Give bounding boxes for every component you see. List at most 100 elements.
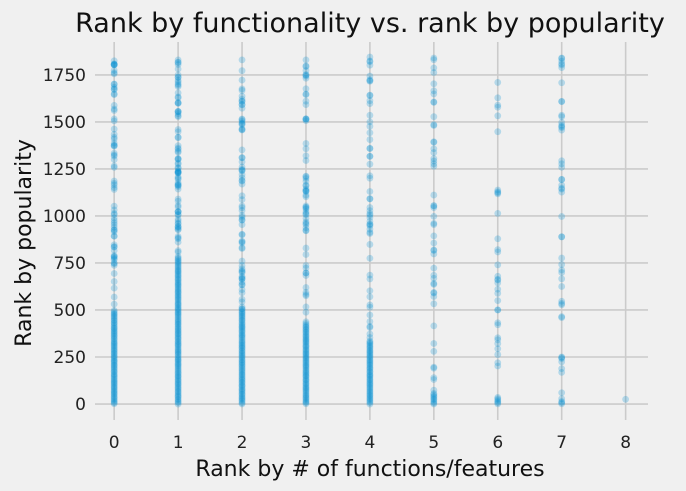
data-point [558, 111, 566, 119]
data-point [302, 175, 310, 182]
data-point [558, 353, 566, 361]
data-point [238, 244, 246, 252]
data-point [238, 180, 246, 188]
data-point [174, 356, 182, 364]
data-point [110, 163, 118, 171]
data-point [494, 235, 502, 243]
data-point [174, 303, 182, 311]
data-point [494, 189, 502, 197]
data-point [110, 370, 118, 378]
data-point [558, 123, 566, 130]
data-point [494, 248, 502, 256]
data-point [302, 361, 310, 369]
data-point [110, 186, 118, 193]
data-point [174, 108, 182, 116]
data-point [174, 337, 182, 345]
data-point [174, 276, 182, 284]
data-point [302, 376, 310, 384]
data-point [366, 397, 374, 405]
data-point [302, 374, 310, 381]
data-point [366, 72, 374, 80]
data-point [366, 400, 374, 408]
data-point [238, 308, 246, 316]
data-point [366, 334, 374, 341]
data-point [430, 400, 438, 408]
data-point [174, 263, 182, 271]
data-point [174, 183, 182, 191]
data-point [558, 300, 566, 307]
data-point [174, 168, 182, 176]
data-point [366, 77, 374, 85]
data-point [302, 353, 310, 360]
data-point [366, 391, 374, 399]
data-point [366, 254, 374, 262]
data-point [366, 92, 374, 99]
data-point [174, 74, 182, 81]
data-point [558, 160, 566, 168]
data-point [558, 400, 566, 408]
data-point [494, 101, 502, 109]
data-point [366, 188, 374, 195]
data-point [366, 366, 374, 373]
data-point [174, 110, 182, 117]
data-point [174, 81, 182, 89]
y-tick-label: 1000 [43, 207, 86, 227]
data-point [110, 57, 118, 65]
data-point [110, 396, 118, 404]
x-axis-label: Rank by # of functions/features [195, 457, 544, 482]
data-point [494, 297, 502, 304]
data-point [238, 334, 246, 342]
data-point [174, 335, 182, 343]
y-axis: 0 250 500 750 1000 1250 1500 1750 [43, 66, 86, 415]
data-point [238, 278, 246, 286]
data-point [238, 76, 246, 84]
data-point [238, 325, 246, 333]
data-point [494, 336, 502, 344]
data-point [238, 213, 246, 221]
data-point [238, 275, 246, 283]
data-point [430, 113, 438, 121]
data-point [238, 202, 246, 210]
data-point [174, 338, 182, 346]
data-point [238, 317, 246, 325]
data-point [110, 149, 118, 157]
data-point [174, 238, 182, 246]
data-point [174, 350, 182, 358]
data-point [558, 61, 566, 69]
data-point [302, 262, 310, 269]
data-point [174, 260, 182, 268]
data-point [366, 342, 374, 350]
data-point [366, 375, 374, 383]
data-point [302, 215, 310, 222]
data-point [110, 253, 118, 261]
data-point [110, 349, 118, 357]
data-point [110, 142, 118, 149]
data-point [366, 303, 374, 311]
data-point [110, 357, 118, 365]
data-point [238, 101, 246, 109]
data-point [366, 58, 374, 65]
data-point [302, 336, 310, 343]
data-point [238, 314, 246, 322]
data-point [238, 305, 246, 313]
data-point [174, 366, 182, 374]
data-point [366, 145, 374, 152]
data-point [238, 269, 246, 277]
data-point [494, 79, 502, 86]
data-point [110, 177, 118, 185]
data-point [110, 337, 118, 345]
data-point [302, 145, 310, 153]
data-point [302, 362, 310, 370]
chart-title: Rank by functionality vs. rank by popula… [75, 8, 665, 39]
data-point [238, 396, 246, 404]
data-point [110, 133, 118, 141]
data-point [430, 393, 438, 401]
data-point [174, 287, 182, 295]
data-point [174, 315, 182, 323]
data-point [302, 328, 310, 336]
data-point [494, 246, 502, 254]
data-point [430, 293, 438, 300]
data-point [110, 330, 118, 338]
data-point [174, 396, 182, 404]
data-point [238, 333, 246, 341]
